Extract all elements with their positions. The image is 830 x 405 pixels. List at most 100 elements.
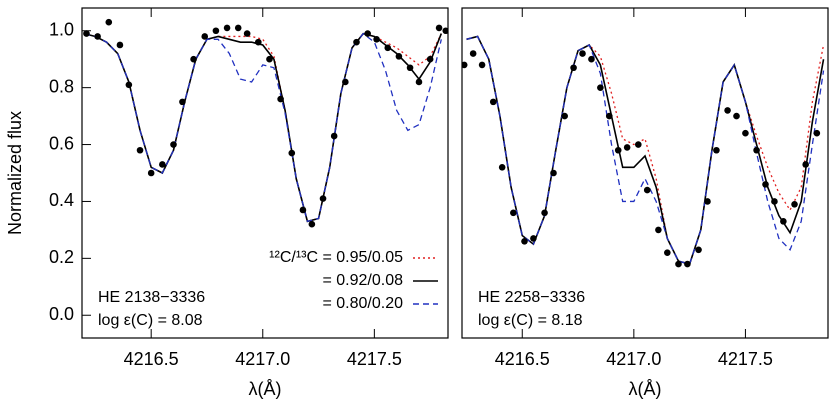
annotation: HE 2138−3336 — [98, 289, 205, 306]
observed-point — [330, 132, 338, 140]
x-tick-label: 4217.5 — [718, 349, 773, 369]
observed-point — [353, 38, 360, 46]
model-line — [466, 35, 825, 265]
y-tick-label: 0.0 — [49, 304, 74, 324]
observed-point — [190, 55, 197, 63]
x-tick-label: 4216.5 — [124, 349, 179, 369]
observed-point — [442, 27, 448, 35]
observed-point — [116, 41, 124, 49]
observed-point — [406, 64, 414, 72]
observed-point — [342, 78, 349, 86]
observed-point — [435, 24, 443, 32]
observed-point — [277, 95, 284, 103]
observed-point — [94, 33, 101, 40]
observed-point — [462, 61, 468, 69]
observed-point — [223, 24, 231, 32]
observed-point — [802, 161, 809, 168]
observed-point — [664, 249, 671, 256]
observed-point — [373, 35, 380, 43]
observed-point — [541, 209, 548, 217]
legend-label: = 0.92/0.08 — [322, 272, 403, 289]
observed-point — [364, 30, 371, 37]
observed-point — [605, 112, 613, 120]
observed-point — [742, 129, 749, 137]
y-tick-label: 0.6 — [49, 133, 74, 153]
observed-point — [713, 146, 720, 154]
plot-area — [83, 18, 448, 228]
observed-point — [243, 30, 251, 37]
observed-point — [212, 27, 220, 35]
model-line — [466, 35, 825, 265]
observed-point — [426, 55, 434, 63]
x-tick-label: 4217.0 — [606, 349, 661, 369]
observed-point — [597, 84, 604, 91]
observed-point — [643, 186, 651, 194]
observed-point — [704, 198, 711, 205]
plot-area — [462, 35, 825, 268]
observed-point — [771, 198, 778, 205]
observed-point — [614, 146, 622, 154]
observed-point — [179, 98, 186, 106]
observed-point — [733, 112, 740, 120]
observed-point — [579, 50, 586, 57]
x-axis-label: λ(Å) — [629, 379, 662, 399]
observed-point — [147, 169, 155, 177]
observed-point — [762, 181, 769, 188]
x-axis-label: λ(Å) — [249, 379, 282, 399]
observed-point — [288, 149, 296, 157]
observed-point — [530, 235, 537, 242]
observed-point — [655, 226, 662, 234]
y-tick-label: 0.8 — [49, 76, 74, 96]
x-tick-label: 4217.5 — [347, 349, 402, 369]
y-axis-label: Normalized flux — [5, 111, 25, 235]
observed-point — [136, 146, 144, 154]
observed-point — [478, 61, 486, 69]
observed-point — [561, 112, 568, 120]
observed-point — [724, 107, 731, 114]
observed-point — [521, 237, 528, 245]
observed-point — [170, 141, 177, 148]
observed-point — [105, 18, 113, 26]
observed-point — [684, 260, 691, 268]
observed-point — [415, 78, 423, 86]
y-tick-label: 1.0 — [49, 20, 74, 40]
model-line — [84, 32, 443, 223]
model-line — [84, 32, 442, 223]
observed-point — [753, 146, 760, 154]
plot-frame — [461, 7, 829, 339]
observed-point — [308, 220, 316, 228]
annotation: log ε(C) = 8.18 — [478, 312, 583, 329]
observed-point — [234, 24, 242, 32]
annotation: HE 2258−3336 — [478, 289, 585, 306]
observed-point — [695, 246, 702, 254]
observed-point — [550, 169, 557, 177]
observed-point — [813, 129, 821, 137]
observed-point — [588, 55, 595, 63]
observed-point — [498, 164, 506, 171]
observed-point — [266, 55, 273, 63]
x-tick-label: 4216.5 — [495, 349, 550, 369]
model-line — [466, 35, 825, 265]
observed-point — [675, 260, 682, 268]
observed-point — [635, 141, 642, 148]
observed-point — [469, 50, 477, 57]
model-line — [84, 32, 442, 223]
observed-point — [159, 161, 166, 168]
legend-label: = 0.80/0.20 — [322, 295, 403, 312]
observed-point — [791, 200, 798, 208]
observed-point — [201, 33, 209, 40]
y-tick-label: 0.4 — [49, 190, 74, 210]
observed-point — [384, 44, 392, 52]
y-tick-label: 0.2 — [49, 247, 74, 267]
observed-point — [780, 218, 787, 225]
legend-label: ¹²C/¹³C = 0.95/0.05 — [269, 249, 403, 266]
observed-point — [319, 195, 327, 202]
observed-point — [489, 98, 497, 106]
x-tick-label: 4217.0 — [235, 349, 290, 369]
observed-point — [255, 38, 262, 46]
plot-frame — [81, 7, 449, 339]
observed-point — [623, 144, 631, 151]
observed-point — [83, 30, 90, 37]
observed-point — [570, 64, 577, 72]
